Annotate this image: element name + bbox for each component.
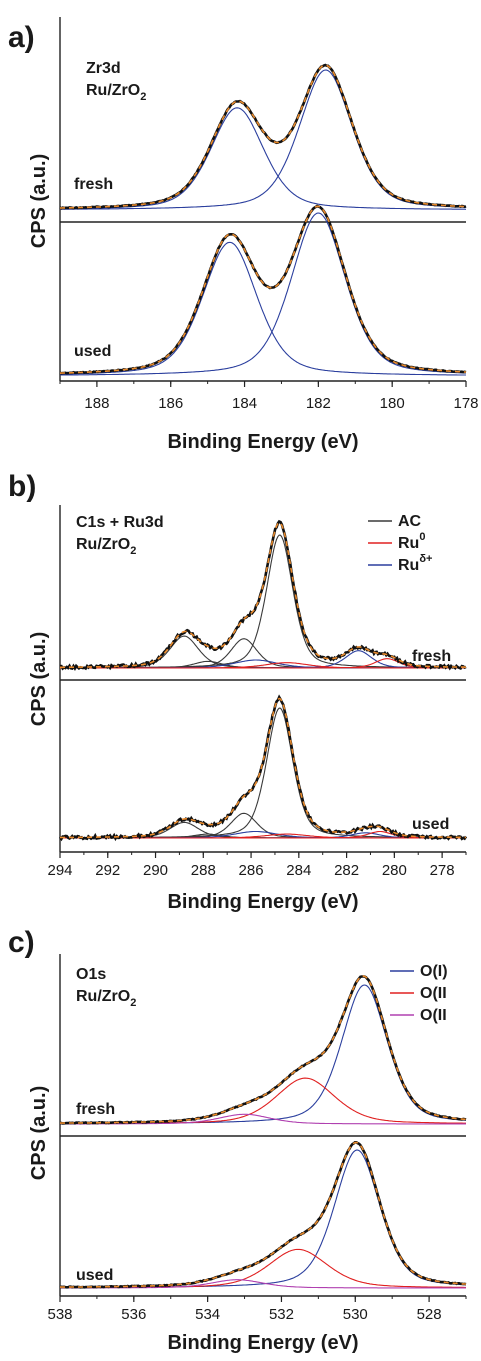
subplot-label: used — [412, 816, 449, 833]
subplot-used — [60, 1142, 466, 1288]
x-tick-label: 290 — [143, 862, 168, 879]
legend-label: Ruδ+ — [398, 553, 432, 574]
x-axis-label: Binding Energy (eV) — [167, 1332, 358, 1354]
subplot-label: used — [76, 1267, 113, 1284]
panel-label: a) — [8, 21, 35, 54]
x-tick-label: 530 — [343, 1306, 368, 1323]
component-peak — [60, 708, 466, 838]
subplot-label: fresh — [412, 648, 451, 665]
subplot-used — [60, 697, 466, 839]
x-tick-label: 294 — [47, 862, 72, 879]
fitted-envelope — [60, 699, 466, 838]
annotation-line: Ru/ZrO2 — [76, 536, 136, 557]
component-peak — [60, 213, 466, 375]
x-tick-label: 532 — [269, 1306, 294, 1323]
x-tick-label: 528 — [417, 1306, 442, 1323]
x-tick-label: 278 — [430, 862, 455, 879]
chart-panel-2: b) 294 292 290 288 286 284 282 280 278 Binding Ene… — [8, 470, 466, 913]
subplot-used — [60, 206, 466, 375]
annotation-line: C1s + Ru3d — [76, 514, 164, 531]
component-peak — [60, 242, 466, 375]
x-tick-label: 538 — [47, 1306, 72, 1323]
component-peak — [60, 1249, 466, 1287]
x-tick-label: 534 — [195, 1306, 220, 1323]
panel-label: b) — [8, 470, 36, 503]
y-axis-label: CPS (a.u.) — [28, 154, 50, 248]
measured-spectrum — [60, 206, 466, 373]
legend-label: AC — [398, 513, 422, 530]
legend-label: Ru0 — [398, 531, 425, 552]
annotation-line: Zr3d — [86, 60, 121, 77]
x-tick-label: 536 — [121, 1306, 146, 1323]
y-axis-label: CPS (a.u.) — [28, 632, 50, 726]
x-tick-label: 184 — [232, 395, 257, 412]
subplot-label: fresh — [74, 176, 113, 193]
x-axis-label: Binding Energy (eV) — [167, 891, 358, 913]
x-tick-label: 180 — [380, 395, 405, 412]
annotation-line: O1s — [76, 966, 106, 983]
panel-label: c) — [8, 926, 35, 959]
subplot-label: used — [74, 343, 111, 360]
legend-label: O(I) — [420, 963, 448, 980]
x-tick-label: 286 — [239, 862, 264, 879]
fitted-envelope — [60, 206, 466, 373]
x-tick-label: 280 — [382, 862, 407, 879]
component-peak — [60, 535, 466, 668]
x-tick-label: 282 — [334, 862, 359, 879]
legend-label: O(II — [420, 1007, 447, 1024]
legend-label: O(II — [420, 985, 447, 1002]
measured-spectrum — [60, 1142, 466, 1287]
y-axis-label: CPS (a.u.) — [28, 1086, 50, 1180]
measured-spectrum — [60, 697, 466, 839]
chart-panel-3: c) 538 536 534 532 530 528 Binding Energy (eV) C… — [8, 926, 466, 1354]
x-tick-label: 178 — [453, 395, 478, 412]
component-peak — [60, 1150, 466, 1288]
x-tick-label: 188 — [84, 395, 109, 412]
x-tick-label: 186 — [158, 395, 183, 412]
x-tick-label: 292 — [95, 862, 120, 879]
chart-panel-1: a) 188 186 184 182 180 178 Binding Energy (eV) C… — [8, 17, 479, 453]
annotation-line: Ru/ZrO2 — [86, 82, 146, 103]
annotation-line: Ru/ZrO2 — [76, 988, 136, 1009]
component-peak — [60, 985, 466, 1124]
x-tick-label: 288 — [191, 862, 216, 879]
x-axis-label: Binding Energy (eV) — [167, 431, 358, 453]
x-tick-label: 182 — [306, 395, 331, 412]
subplot-label: fresh — [76, 1101, 115, 1118]
x-tick-label: 284 — [286, 862, 311, 879]
